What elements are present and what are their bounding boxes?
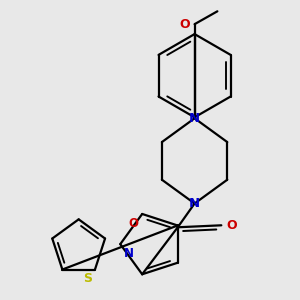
Text: N: N: [124, 247, 134, 260]
Text: N: N: [189, 197, 200, 210]
Text: N: N: [189, 112, 200, 125]
Text: O: O: [226, 219, 237, 232]
Text: O: O: [179, 18, 190, 31]
Text: O: O: [128, 217, 138, 230]
Text: S: S: [83, 272, 92, 284]
